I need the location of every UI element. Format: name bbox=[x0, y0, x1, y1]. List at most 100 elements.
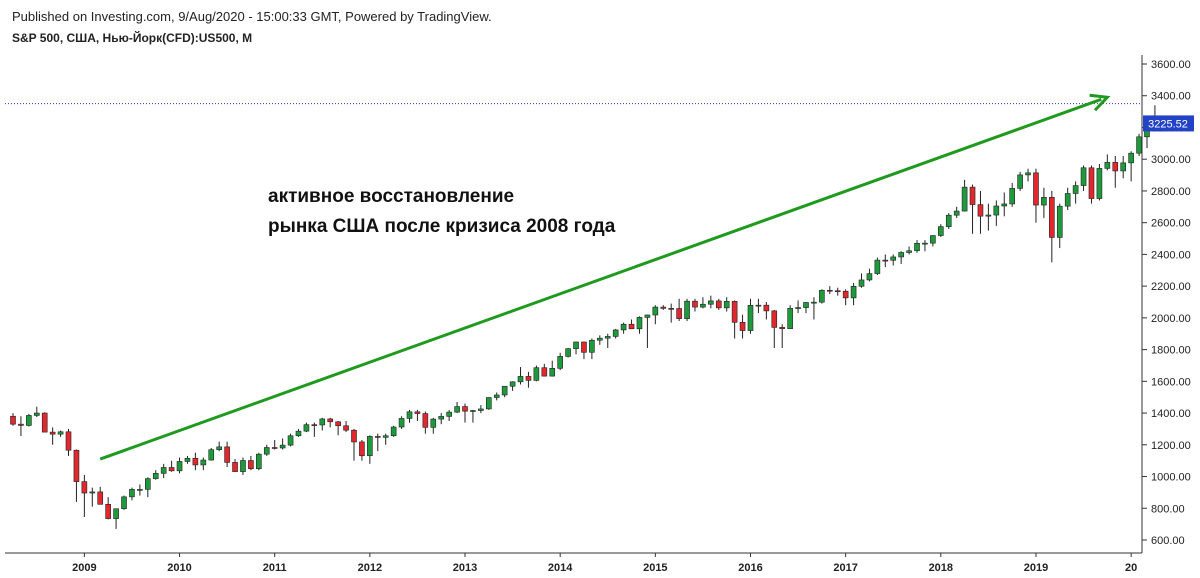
candle-body bbox=[866, 273, 873, 281]
candle-body bbox=[224, 446, 230, 463]
y-tick-label: 3600.00 bbox=[1151, 59, 1191, 71]
candle bbox=[248, 455, 254, 471]
candle-body bbox=[279, 444, 286, 449]
candle-body bbox=[446, 411, 452, 417]
candle bbox=[327, 417, 334, 428]
candle bbox=[985, 203, 992, 231]
y-tick-label: 1600.00 bbox=[1151, 376, 1191, 388]
candle bbox=[351, 428, 357, 461]
candle bbox=[755, 298, 762, 314]
candle-body bbox=[834, 290, 841, 293]
candle-body bbox=[414, 411, 421, 414]
candle bbox=[398, 416, 405, 429]
candle-body bbox=[1056, 205, 1063, 238]
candle-body bbox=[49, 431, 56, 435]
candle bbox=[1009, 183, 1015, 207]
candle-body bbox=[121, 496, 127, 510]
published-caption: Published on Investing.com, 9/Aug/2020 -… bbox=[12, 9, 492, 24]
candle-body bbox=[953, 210, 960, 216]
candle-body bbox=[145, 478, 151, 490]
candle bbox=[787, 305, 793, 329]
candle-body bbox=[874, 259, 881, 274]
candle bbox=[834, 287, 841, 296]
candle bbox=[858, 273, 865, 288]
candle bbox=[240, 457, 246, 475]
candle bbox=[271, 440, 278, 450]
candle-body bbox=[755, 304, 762, 307]
candle-body bbox=[676, 308, 682, 319]
y-tick-label: 2800.00 bbox=[1151, 186, 1191, 198]
candle bbox=[168, 460, 175, 472]
candle-body bbox=[343, 425, 349, 431]
candle bbox=[684, 298, 690, 322]
candle bbox=[438, 413, 445, 425]
candle-body bbox=[731, 301, 738, 323]
candle bbox=[636, 316, 643, 334]
candle-body bbox=[97, 491, 104, 505]
candle bbox=[41, 412, 48, 433]
candle bbox=[826, 286, 833, 295]
candle-body bbox=[422, 413, 429, 428]
candle-body bbox=[708, 300, 714, 305]
candle bbox=[644, 314, 651, 349]
candle-body bbox=[692, 300, 698, 308]
candle-body bbox=[509, 381, 516, 387]
candle bbox=[715, 298, 722, 310]
candle bbox=[866, 268, 873, 282]
candle bbox=[589, 338, 595, 360]
candle bbox=[446, 409, 452, 421]
candle-body bbox=[969, 186, 976, 205]
x-axis[interactable]: 2009 2010 2011 2012 2013 2014 2015 2016 2017 2018… bbox=[5, 552, 1142, 574]
candle-body bbox=[533, 367, 540, 381]
x-tick-label: 2011 bbox=[263, 562, 287, 574]
candle bbox=[914, 240, 920, 253]
candle-body bbox=[200, 459, 207, 466]
candle bbox=[406, 409, 413, 423]
candle bbox=[525, 371, 532, 388]
candle-body bbox=[1104, 162, 1111, 169]
candle-body bbox=[517, 376, 524, 383]
x-tick-label: 2015 bbox=[643, 562, 667, 574]
candle-body bbox=[184, 457, 191, 462]
annotation-line-2: рынка США после кризиса 2008 года bbox=[268, 216, 616, 237]
candle-body bbox=[961, 186, 968, 212]
candle-body bbox=[668, 308, 674, 310]
candle bbox=[501, 385, 508, 398]
candle bbox=[842, 289, 849, 306]
candle-body bbox=[430, 418, 437, 428]
candle bbox=[930, 235, 936, 247]
candle bbox=[454, 401, 460, 414]
candle bbox=[216, 441, 222, 452]
candle bbox=[1104, 154, 1111, 171]
candle-body bbox=[263, 447, 270, 455]
candle bbox=[303, 422, 310, 433]
candle bbox=[731, 300, 738, 339]
candle bbox=[676, 298, 682, 322]
candle bbox=[597, 335, 603, 345]
candle-body bbox=[65, 431, 72, 451]
candle bbox=[517, 367, 524, 385]
y-axis[interactable]: 600.00 800.00 1000.00 1200.00 1400.00 1600.00… bbox=[1141, 55, 1191, 553]
candle-body bbox=[1096, 168, 1103, 199]
candle bbox=[708, 295, 714, 309]
candle-body bbox=[779, 327, 786, 329]
candle bbox=[541, 363, 548, 377]
candle-body bbox=[271, 447, 278, 449]
candle bbox=[906, 246, 912, 255]
candle-body bbox=[216, 446, 222, 451]
candle-body bbox=[565, 348, 571, 357]
y-tick-label: 3000.00 bbox=[1151, 154, 1191, 166]
candle bbox=[850, 282, 857, 306]
candle-body bbox=[1064, 193, 1071, 207]
candle-body bbox=[462, 406, 468, 412]
candle bbox=[977, 190, 984, 234]
candle bbox=[18, 416, 24, 437]
candle-body bbox=[1025, 172, 1031, 176]
candle bbox=[160, 463, 167, 479]
candle bbox=[414, 409, 421, 421]
candle-body bbox=[549, 368, 556, 377]
candle bbox=[803, 302, 809, 314]
candle bbox=[1112, 156, 1119, 188]
candle-body bbox=[1112, 162, 1119, 172]
